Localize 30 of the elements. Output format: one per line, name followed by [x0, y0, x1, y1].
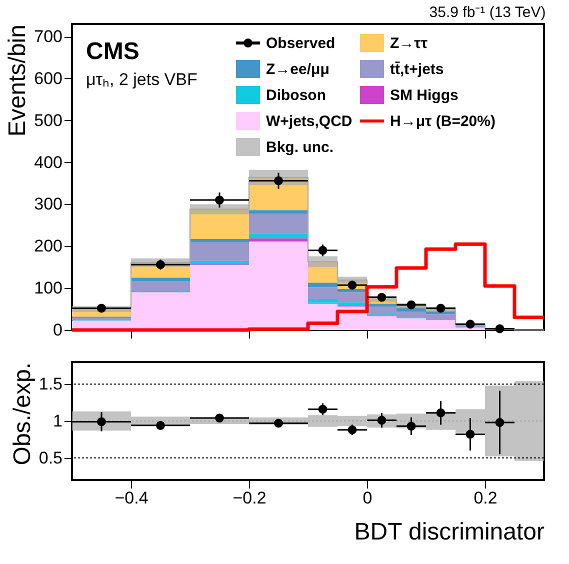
- annotation: μτₕ, 2 jets VBF: [86, 70, 198, 89]
- y-tick-label: 1: [53, 412, 62, 430]
- legend-label: W+jets,QCD: [266, 113, 352, 130]
- y-tick-label: 0: [53, 320, 62, 340]
- y-tick-label: 600: [34, 68, 62, 88]
- y-tick-label: 500: [34, 110, 62, 130]
- x-tick-label: −0.4: [114, 488, 148, 508]
- legend-label: Z→ee/μμ: [266, 61, 330, 78]
- y-axis-title: Obs./exp.: [8, 362, 36, 466]
- chart-title: 35.9 fb⁻¹ (13 TeV): [429, 4, 546, 21]
- legend-label: SM Higgs: [390, 87, 458, 104]
- legend-label: tt̄,t+jets: [390, 61, 444, 78]
- y-tick-label: 400: [34, 152, 62, 172]
- y-tick-label: 1.5: [38, 374, 62, 394]
- legend-label: Z→ττ: [390, 35, 428, 52]
- y-tick-label: 700: [34, 27, 62, 46]
- legend-label: H→μτ (B=20%): [390, 113, 496, 130]
- y-tick-label: 300: [34, 194, 62, 214]
- y-tick-label: 100: [34, 278, 62, 298]
- x-tick-label: 0.2: [474, 488, 498, 508]
- annotation: CMS: [86, 38, 140, 65]
- x-tick-label: 0: [362, 488, 372, 508]
- x-tick-label: −0.2: [232, 488, 266, 508]
- legend-label: Observed: [266, 35, 336, 52]
- legend-label: Diboson: [266, 87, 326, 104]
- x-axis-title: BDT discriminator: [354, 518, 545, 546]
- legend-label: Bkg. unc.: [266, 139, 334, 156]
- y-tick-label: 0.5: [38, 448, 62, 468]
- y-axis-title: Events/bin: [4, 24, 32, 137]
- y-tick-label: 200: [34, 236, 62, 256]
